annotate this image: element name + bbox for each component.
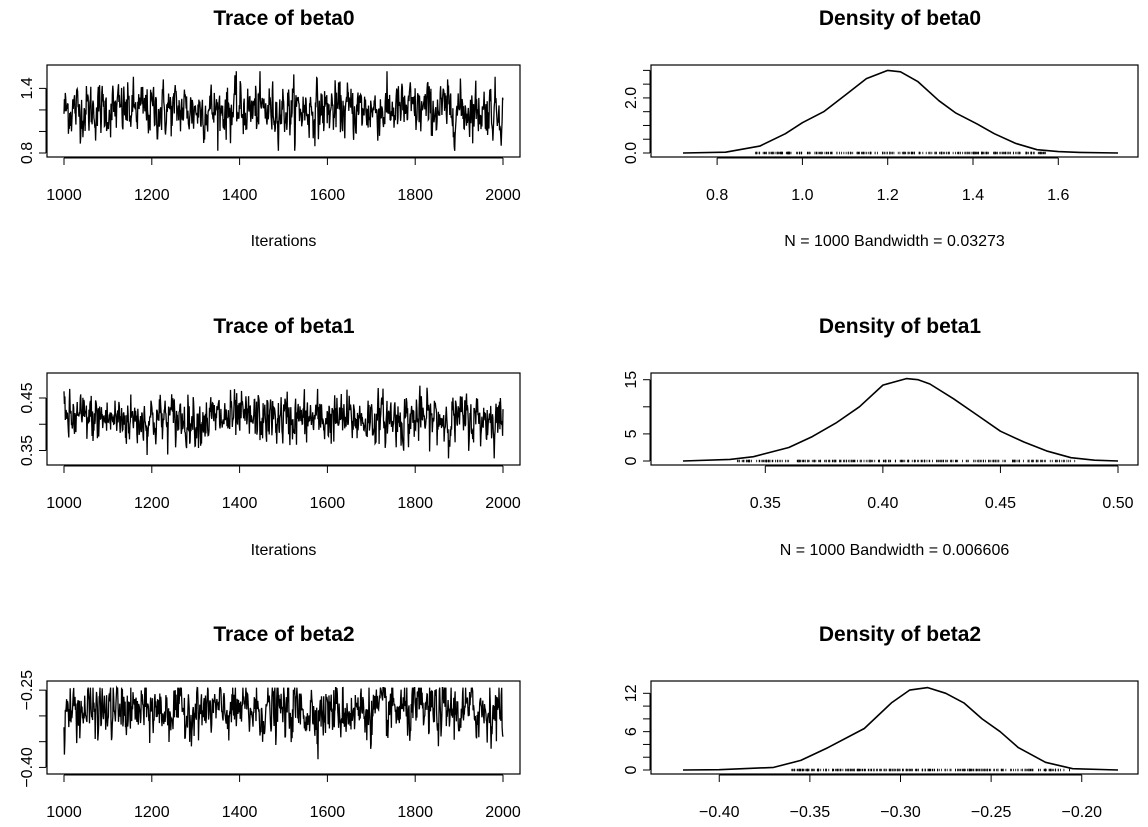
x-tick-label: 2000 bbox=[485, 804, 521, 821]
plot-frame bbox=[46, 680, 521, 775]
x-tick-label: 1400 bbox=[222, 187, 258, 204]
x-tick-label: 0.40 bbox=[867, 495, 898, 512]
panel-5: Trace of beta2 1000 1200 1400 1600 1800 2000 −0… bbox=[19, 623, 521, 821]
x-tick-label: 1200 bbox=[134, 804, 170, 821]
x-tick-label: 1.4 bbox=[962, 187, 984, 204]
rug-marks bbox=[736, 459, 1076, 463]
rug-marks bbox=[755, 151, 1046, 155]
x-tick-label: 1800 bbox=[397, 495, 433, 512]
x-tick-label: 1600 bbox=[310, 804, 346, 821]
panel-title: Density of beta1 bbox=[819, 315, 982, 338]
y-tick-label: 0 bbox=[623, 456, 640, 465]
panel-6: Density of beta2 −0.40 −0.35 −0.30 −0.25 −0.2… bbox=[623, 623, 1139, 821]
x-tick-label: 1800 bbox=[397, 187, 433, 204]
panel-3: Trace of beta1 1000 1200 1400 1600 1800 2000 0.… bbox=[19, 315, 521, 559]
y-tick-label: 6 bbox=[623, 727, 640, 736]
panel-1: Trace of beta0 1000 1200 1400 1600 1800 2000 0.… bbox=[19, 7, 521, 250]
y-tick-label: 5 bbox=[623, 429, 640, 438]
x-axis-label: Iterations bbox=[251, 542, 317, 559]
x-tick-label: 1600 bbox=[310, 187, 346, 204]
x-tick-label: 1.0 bbox=[791, 187, 813, 204]
x-tick-label: 1800 bbox=[397, 804, 433, 821]
density-curve bbox=[682, 377, 1119, 462]
trace-line bbox=[63, 685, 504, 760]
x-tick-label: 1.6 bbox=[1047, 187, 1069, 204]
x-tick-label: 1.2 bbox=[877, 187, 899, 204]
density-curve bbox=[682, 69, 1119, 154]
plot-frame bbox=[650, 372, 1139, 466]
x-axis-label: N = 1000 Bandwidth = 0.03273 bbox=[784, 233, 1005, 250]
x-axis-label: Iterations bbox=[251, 233, 317, 250]
panel-title: Density of beta0 bbox=[819, 7, 981, 30]
y-tick-label: 1.4 bbox=[19, 77, 36, 99]
panel-4: Density of beta1 0.35 0.40 0.45 0.50 0 5 15 N = … bbox=[623, 315, 1139, 559]
x-tick-label: 0.45 bbox=[985, 495, 1016, 512]
x-tick-label: −0.20 bbox=[1062, 804, 1103, 821]
y-tick-label: 15 bbox=[623, 371, 640, 389]
panel-2: Density of beta0 0.8 1.0 1.2 1.4 1.6 0.0 2.0 N =… bbox=[623, 7, 1139, 250]
x-tick-label: 1000 bbox=[46, 804, 82, 821]
x-tick-label: 1000 bbox=[46, 187, 82, 204]
x-tick-label: 1600 bbox=[310, 495, 346, 512]
x-tick-label: −0.25 bbox=[971, 804, 1012, 821]
x-axis-label: N = 1000 Bandwidth = 0.006606 bbox=[780, 542, 1010, 559]
panel-title: Trace of beta1 bbox=[213, 315, 355, 338]
x-tick-label: 0.8 bbox=[706, 187, 728, 204]
y-tick-label: 0.8 bbox=[19, 142, 36, 164]
x-tick-label: 2000 bbox=[485, 187, 521, 204]
panel-title: Density of beta2 bbox=[819, 623, 981, 646]
panel-title: Trace of beta2 bbox=[213, 623, 354, 646]
x-tick-label: −0.30 bbox=[880, 804, 921, 821]
x-tick-label: 0.50 bbox=[1102, 495, 1133, 512]
panel-title: Trace of beta0 bbox=[213, 7, 354, 30]
trace-line bbox=[63, 71, 504, 151]
y-tick-label: 0.0 bbox=[623, 142, 640, 164]
x-tick-label: 1400 bbox=[222, 804, 258, 821]
y-tick-label: 2.0 bbox=[623, 87, 640, 109]
trace-line bbox=[63, 385, 504, 459]
x-tick-label: 2000 bbox=[485, 495, 521, 512]
plot-frame bbox=[46, 372, 521, 466]
y-tick-label: −0.25 bbox=[19, 670, 36, 711]
x-tick-label: 1200 bbox=[134, 187, 170, 204]
x-tick-label: 1000 bbox=[46, 495, 82, 512]
rug-marks bbox=[791, 768, 1071, 772]
x-tick-label: −0.35 bbox=[790, 804, 831, 821]
plot-frame bbox=[650, 680, 1139, 775]
y-tick-label: 0.35 bbox=[19, 435, 36, 466]
plot-frame bbox=[46, 64, 521, 158]
y-tick-label: 0.45 bbox=[19, 382, 36, 413]
x-tick-label: 0.35 bbox=[750, 495, 781, 512]
plot-frame bbox=[650, 64, 1139, 158]
y-tick-label: 12 bbox=[623, 684, 640, 702]
x-tick-label: −0.40 bbox=[699, 804, 740, 821]
density-curve bbox=[682, 686, 1119, 771]
x-tick-label: 1400 bbox=[222, 495, 258, 512]
y-tick-label: 0 bbox=[623, 765, 640, 774]
y-tick-label: −0.40 bbox=[19, 747, 36, 788]
x-tick-label: 1200 bbox=[134, 495, 170, 512]
